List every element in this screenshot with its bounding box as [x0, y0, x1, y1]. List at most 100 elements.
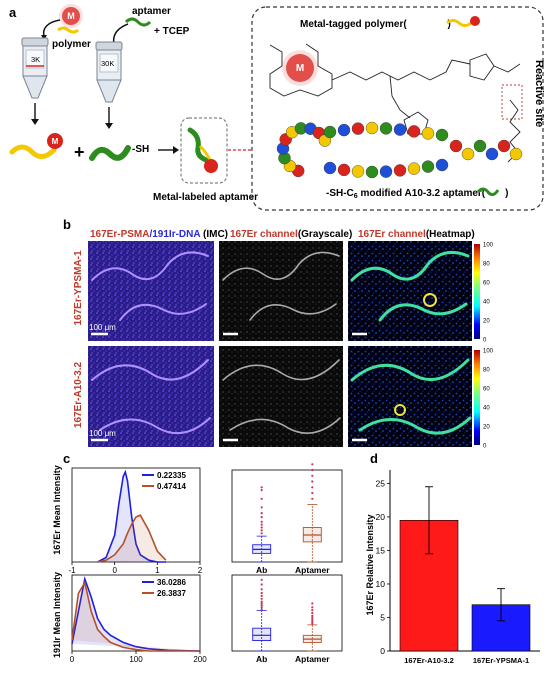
nucleotide-bead — [365, 165, 379, 179]
aptamer-label: aptamer — [132, 6, 171, 17]
outlier-point — [260, 588, 263, 591]
colorbar-tick-label: 100 — [483, 349, 494, 355]
tube-3k-label: 3K — [31, 55, 40, 64]
colorbar-tick-label: 100 — [483, 243, 494, 249]
metal-symbol-3: M — [296, 63, 304, 74]
grayscale-image-row2 — [219, 346, 343, 447]
outlier-point — [260, 602, 263, 605]
arrow-curved-right — [112, 23, 129, 45]
outlier-point — [260, 520, 263, 523]
colorbar-ticks: 100 80 60 40 20 0 100 80 60 40 20 0 — [483, 243, 494, 450]
y-tick-label: 5 — [380, 613, 385, 623]
nucleotide-bead — [473, 139, 487, 153]
density-line-1 — [71, 580, 200, 652]
colorbar-tick-label: 20 — [483, 425, 490, 431]
colorbar-tick-label: 80 — [483, 262, 490, 268]
y-tick-label: 15 — [376, 545, 386, 555]
d-bar-chart: 0 5 10 15 20 25 167Er-A10-3.2 167Er-YPSMA-1 — [376, 470, 540, 665]
outlier-point — [260, 526, 263, 529]
bar-category-label: 167Er-A10-3.2 — [404, 656, 454, 665]
nucleotide-bead — [393, 164, 407, 177]
metal-symbol-2: M — [52, 137, 59, 146]
arrow-curved-left — [42, 19, 61, 37]
outlier-point — [311, 618, 314, 621]
c-bottom-ylabel: 191Ir Mean Intensity — [52, 572, 62, 658]
nucleotide-bead — [379, 165, 393, 178]
nucleotide-bead — [407, 162, 421, 175]
nucleotide-bead — [337, 123, 351, 137]
plot-frame — [231, 469, 343, 563]
colorbar-tick-label: 20 — [483, 319, 490, 325]
outlier-point — [260, 606, 263, 609]
plot-frame — [71, 467, 201, 563]
y-tick-label: 0 — [380, 646, 385, 656]
colorbar-row1 — [474, 244, 480, 339]
bar-category-label: 167Er-YPSMA-1 — [473, 656, 529, 665]
scale-bar-text-r1: 100 μm — [89, 323, 116, 332]
x-tick-label: 100 — [129, 655, 143, 664]
x-tick-label: 2 — [198, 566, 203, 575]
nucleotide-bead — [379, 122, 393, 135]
outlier-point — [260, 578, 263, 581]
colorbar-tick-label: 80 — [483, 368, 490, 374]
c-top-density-plot: 0.22335 0.47414 -1 0 1 2 — [68, 467, 203, 575]
x-tick-label: 1 — [155, 566, 160, 575]
legend-label: 0.22335 — [157, 471, 186, 480]
nucleotide-bead — [407, 125, 421, 138]
c-bottom-box-plot: Ab Aptamer — [231, 574, 343, 664]
colorbar-tick-label: 60 — [483, 281, 490, 287]
labeled-aptamer-box — [180, 117, 228, 184]
nucleotide-bead — [435, 128, 449, 142]
panel-a-letter: a — [9, 5, 17, 20]
aptamer-caption: -SH-C6 modified A10-3.2 aptamer() — [326, 188, 508, 200]
box-body — [252, 627, 272, 642]
y-tick-label: 10 — [376, 579, 386, 589]
panel-d-letter: d — [370, 451, 378, 466]
nucleotide-bead — [449, 139, 463, 153]
box-category-label: Aptamer — [295, 565, 330, 575]
colorbar-tick-label: 0 — [483, 444, 487, 450]
outlier-point — [260, 486, 263, 489]
outlier-point — [260, 506, 263, 509]
panel-d: d 167Er Relative Intensity 0 5 10 15 20 25 167… — [365, 451, 540, 665]
outlier-point — [311, 611, 314, 615]
box-category-label: Ab — [256, 654, 267, 664]
plus-sign: + — [74, 142, 85, 162]
chemical-structure — [269, 43, 523, 163]
box-category-label: Ab — [256, 565, 267, 575]
density-area — [72, 579, 200, 651]
outlier-point — [260, 511, 263, 515]
panel-a: a M polymer aptamer + TCEP 3K — [9, 4, 545, 211]
outlier-point — [311, 606, 314, 609]
density-area — [97, 472, 166, 562]
outlier-point — [260, 516, 263, 519]
filter-tube-3k: 3K — [21, 37, 49, 99]
outlier-point — [260, 604, 263, 607]
aptamer-bead-chain — [276, 121, 523, 179]
nucleotide-bead — [461, 147, 475, 161]
c-bottom-density-plot: 36.0286 26.3837 0 100 200 — [70, 574, 207, 664]
c-top-ylabel: 167Er Mean Intensity — [52, 465, 62, 555]
col1-title: 167Er-PSMA/191Ir-DNA (IMC) — [90, 229, 228, 240]
x-tick-label: 200 — [193, 655, 207, 664]
outlier-point — [311, 602, 314, 605]
polymer-label: polymer — [52, 39, 91, 50]
outlier-point — [260, 583, 263, 586]
nucleotide-bead — [497, 139, 511, 153]
panel-c-letter: c — [63, 451, 70, 466]
colorbar-row2 — [474, 350, 480, 445]
outlier-point — [311, 463, 314, 466]
outlier-point — [311, 616, 314, 619]
tissue-contours — [91, 250, 472, 435]
outlier-point — [260, 597, 263, 600]
outlier-point — [260, 497, 263, 500]
outlier-point — [311, 620, 314, 623]
filter-tube-30k: 30K — [95, 41, 123, 103]
y-tick-label: 20 — [376, 512, 386, 522]
box-title: Metal-tagged polymer( ) — [300, 19, 451, 30]
nucleotide-bead — [323, 161, 337, 175]
box-category-label: Aptamer — [295, 654, 330, 664]
outlier-point — [311, 486, 314, 489]
structure-box — [251, 6, 544, 211]
